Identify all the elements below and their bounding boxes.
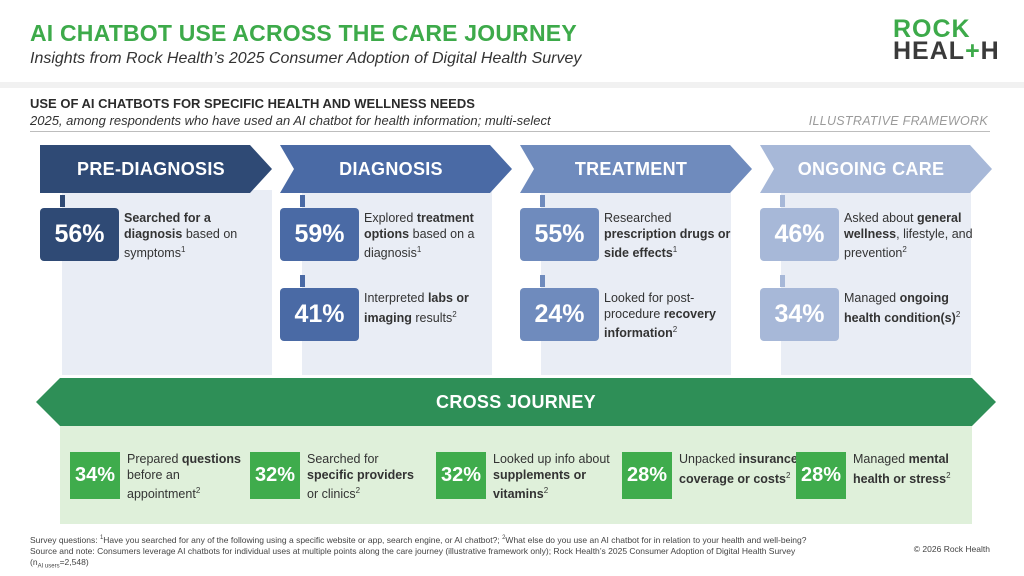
logo-plus-icon: + xyxy=(965,37,981,65)
stat-description: Looked up info about supplements or vita… xyxy=(493,452,610,502)
stage-label: DIAGNOSIS xyxy=(339,158,443,179)
sample-size-note: (nAI users=2,548) xyxy=(30,557,890,573)
stat-percentage: 32% xyxy=(250,452,300,499)
stage-chevron-treatment: TREATMENT xyxy=(520,145,754,193)
stage-connector xyxy=(300,195,305,207)
footer-sup: 2 xyxy=(502,535,506,541)
stage-connector xyxy=(540,275,545,287)
footer-text: =2,548) xyxy=(59,556,89,567)
stage-connector xyxy=(780,195,785,207)
stat-percentage: 46% xyxy=(760,208,839,261)
stage-label: ONGOING CARE xyxy=(797,158,945,179)
section-title: USE OF AI CHATBOTS FOR SPECIFIC HEALTH A… xyxy=(30,96,475,111)
section-subtitle: 2025, among respondents who have used an… xyxy=(30,113,551,128)
framework-label: ILLUSTRATIVE FRAMEWORK xyxy=(808,114,988,128)
stat-percentage: 24% xyxy=(520,288,599,341)
logo-line-1: ROCK xyxy=(893,15,971,43)
stat-description: Asked about general wellness, lifestyle,… xyxy=(844,211,973,261)
stage-connector xyxy=(300,275,305,287)
page-subtitle: Insights from Rock Health’s 2025 Consume… xyxy=(30,50,582,67)
stat-description: Researched prescription drugs or side ef… xyxy=(604,211,731,261)
rock-health-logo: ROCK HEAL+H xyxy=(893,15,999,65)
logo-line-2: HEAL+H xyxy=(893,37,999,65)
stat-description: Searched for a diagnosis based on sympto… xyxy=(124,211,238,261)
stat-description: Managed mental health or stress2 xyxy=(853,452,951,486)
stat-description: Managed ongoing health condition(s)2 xyxy=(844,291,961,325)
stage-label: TREATMENT xyxy=(574,158,688,179)
stat-description: Looked for post-procedure recovery infor… xyxy=(604,291,716,341)
footer-sub: AI users xyxy=(37,563,60,570)
stage-chevron-diagnosis: DIAGNOSIS xyxy=(280,145,514,193)
stat-percentage: 28% xyxy=(622,452,672,499)
footer-text: What else do you use an AI chatbot for i… xyxy=(505,534,807,545)
stat-percentage: 34% xyxy=(70,452,120,499)
stat-percentage: 55% xyxy=(520,208,599,261)
header-divider xyxy=(0,82,1024,88)
stat-description: Interpreted labs or imaging results2 xyxy=(364,291,469,325)
stat-percentage: 28% xyxy=(796,452,846,499)
stat-description: Unpacked insurance coverage or costs2 xyxy=(679,452,798,486)
stage-connector xyxy=(540,195,545,207)
footer-sup: 1 xyxy=(99,535,104,541)
stat-percentage: 32% xyxy=(436,452,486,499)
cross-journey-label: CROSS JOURNEY xyxy=(436,391,596,412)
stage-chevron-ongoing-care: ONGOING CARE xyxy=(760,145,994,193)
stat-percentage: 56% xyxy=(40,208,119,261)
logo-text-a: HEAL xyxy=(893,37,966,65)
stage-connector xyxy=(60,195,65,207)
stat-description: Prepared questions before an appointment… xyxy=(127,452,241,502)
source-note: Source and note: Consumers leverage AI c… xyxy=(30,545,796,556)
stat-percentage: 41% xyxy=(280,288,359,341)
footer-text: (n xyxy=(30,556,38,567)
stat-description: Explored treatment options based on a di… xyxy=(364,211,475,261)
page-title: AI CHATBOT USE ACROSS THE CARE JOURNEY xyxy=(30,20,577,46)
stage-label: PRE-DIAGNOSIS xyxy=(77,158,225,179)
framework-rule xyxy=(30,131,990,132)
copyright: © 2026 Rock Health xyxy=(913,544,990,554)
survey-questions-note: Survey questions: 1Have you searched for… xyxy=(30,533,890,546)
stage-chevron-pre-diagnosis: PRE-DIAGNOSIS xyxy=(40,145,274,193)
logo-text-b: H xyxy=(980,37,1000,65)
stage-connector xyxy=(780,275,785,287)
stat-percentage: 34% xyxy=(760,288,839,341)
stat-description: Searched for specific providers or clini… xyxy=(307,452,414,502)
footer-text: Have you searched for any of the followi… xyxy=(103,534,503,545)
cross-journey-banner xyxy=(36,378,996,426)
footer-notes: Survey questions: 1Have you searched for… xyxy=(30,533,890,573)
footer-text: Survey questions: xyxy=(30,534,100,545)
stat-percentage: 59% xyxy=(280,208,359,261)
